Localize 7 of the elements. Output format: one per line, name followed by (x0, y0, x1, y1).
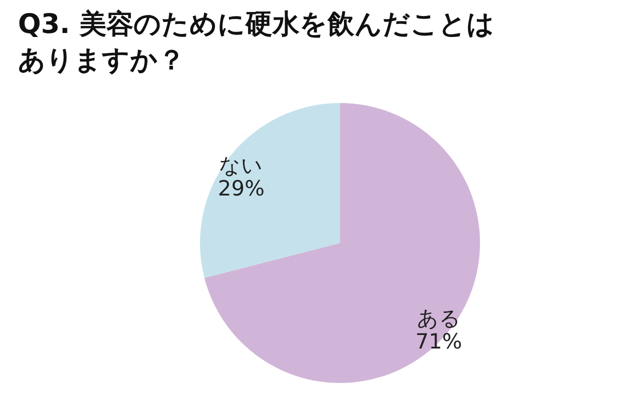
pie-slice (200, 103, 340, 278)
chart-title: Q3. 美容のために硬水を飲んだことはありますか？ (18, 9, 494, 76)
slice-label: ない (219, 153, 264, 178)
data-label: 71% (415, 330, 462, 354)
data-label: 29% (218, 176, 265, 200)
slice-label: ある (416, 306, 461, 331)
pie-slice (204, 103, 480, 383)
